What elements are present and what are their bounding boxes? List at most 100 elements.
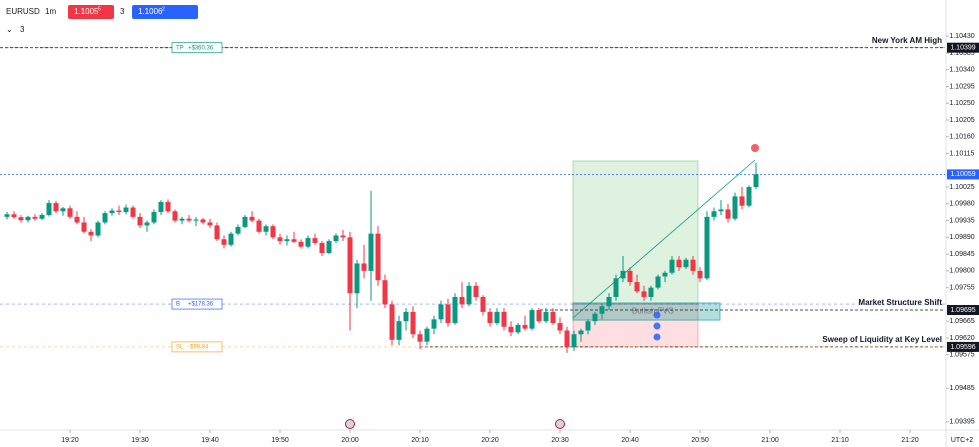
candle-body xyxy=(529,310,535,329)
order-pnl: -$99.84 xyxy=(188,344,209,350)
candle-body xyxy=(375,233,381,281)
candle-body xyxy=(480,296,486,312)
level-price-label: 1.09695 xyxy=(950,307,975,314)
candle-body xyxy=(340,235,346,238)
fvg-box xyxy=(572,302,721,321)
candle-body xyxy=(613,278,619,297)
candle-body xyxy=(130,207,136,217)
candle-body xyxy=(319,242,325,254)
candle-body xyxy=(172,211,178,221)
candle-body xyxy=(74,216,80,223)
candle-body xyxy=(676,259,682,268)
candle-body xyxy=(354,263,360,294)
candle-body xyxy=(466,285,472,305)
candle-body xyxy=(697,270,703,279)
candle-body xyxy=(571,334,577,348)
last-price-label: 1.10059 xyxy=(950,171,975,178)
x-tick-label: 20:40 xyxy=(621,437,639,444)
y-tick-label: 1.09845 xyxy=(949,251,974,258)
candle-body xyxy=(67,208,73,217)
candle-body xyxy=(627,270,633,283)
candle-body xyxy=(445,304,451,324)
position-loss-zone xyxy=(572,303,699,348)
candle-body xyxy=(403,311,409,322)
level-annotation: Sweep of Liquidity at Key Level xyxy=(822,335,942,344)
level-annotation: Market Structure Shift xyxy=(858,298,942,307)
candle-body xyxy=(347,237,353,294)
candle-body xyxy=(305,238,311,247)
y-tick-label: 1.09395 xyxy=(949,419,974,426)
sell-button[interactable] xyxy=(68,5,114,19)
candle-body xyxy=(606,296,612,307)
indicators-toggle[interactable]: ⌄ xyxy=(6,25,13,34)
candle-body xyxy=(473,285,479,297)
y-tick-label: 1.10115 xyxy=(950,150,975,157)
candle-body xyxy=(753,174,759,188)
candle-body xyxy=(487,311,493,324)
candle-body xyxy=(494,311,500,324)
candle-body xyxy=(4,214,10,217)
candle-body xyxy=(144,222,150,226)
x-tick-label: 21:10 xyxy=(831,437,849,444)
buy-button[interactable] xyxy=(132,5,198,19)
buy-pip: 2 xyxy=(162,6,165,12)
candle-body xyxy=(88,231,94,236)
candle-body xyxy=(634,282,640,292)
candle-body xyxy=(158,201,164,213)
order-box xyxy=(171,341,223,353)
candle-body xyxy=(333,235,339,242)
candle-body xyxy=(263,226,269,232)
y-tick-label: 1.09620 xyxy=(949,335,974,342)
order-side: TP xyxy=(176,45,184,51)
candle-body xyxy=(277,237,283,242)
candle-body xyxy=(312,238,318,243)
candle-body xyxy=(543,311,549,322)
buy-price: 1.1006 xyxy=(138,7,163,16)
candle-body xyxy=(599,306,605,314)
candle-body xyxy=(725,209,731,219)
candle-body xyxy=(746,187,752,206)
y-tick-label: 1.10385 xyxy=(949,50,974,57)
level-price-label: 1.09596 xyxy=(950,344,975,351)
spread: 3 xyxy=(120,7,125,16)
y-tick-label: 1.10205 xyxy=(949,117,974,124)
candle-body xyxy=(508,326,514,333)
order-pnl: +$360.36 xyxy=(188,45,214,51)
level-price-box xyxy=(947,305,979,316)
y-tick-label: 1.09935 xyxy=(949,217,974,224)
candle-body xyxy=(81,222,87,232)
y-tick-label: 1.10340 xyxy=(949,67,974,74)
level-price-label: 1.10399 xyxy=(950,45,975,52)
candle-body xyxy=(53,203,59,212)
candle-body xyxy=(648,287,654,297)
candle-body xyxy=(95,222,101,236)
y-tick-label: 1.09800 xyxy=(949,268,974,275)
candle-body xyxy=(291,239,297,242)
candle-body xyxy=(32,216,38,219)
order-side: B xyxy=(176,302,180,308)
candle-body xyxy=(718,209,724,212)
candle-body xyxy=(690,259,696,271)
y-tick-label: 1.10160 xyxy=(949,134,974,141)
candle-body xyxy=(242,216,248,227)
candle-body xyxy=(179,218,185,221)
x-tick-label: 19:50 xyxy=(271,437,289,444)
x-tick-label: 20:00 xyxy=(341,437,359,444)
candle-body xyxy=(711,211,717,217)
last-price-box xyxy=(947,169,979,180)
candle-body xyxy=(655,276,661,288)
candle-body xyxy=(382,280,388,305)
candle-body xyxy=(522,324,528,329)
candle-body xyxy=(459,296,465,305)
candle-body xyxy=(284,239,290,242)
signal-marker xyxy=(751,144,759,152)
candle-body xyxy=(683,259,689,268)
level-price-box xyxy=(947,42,979,53)
y-tick-label: 1.09980 xyxy=(949,201,974,208)
candle-body xyxy=(270,226,276,238)
fvg-label: Bullish FVG xyxy=(632,307,674,316)
candle-body xyxy=(235,226,241,234)
candle-body xyxy=(207,222,213,226)
